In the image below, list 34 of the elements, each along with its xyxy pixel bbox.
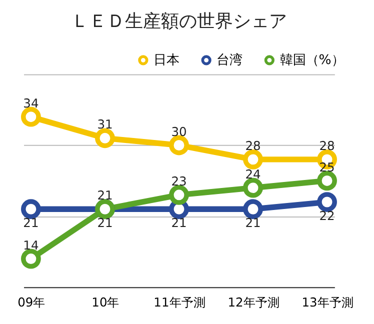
point [317,192,337,212]
data-label: 28 [245,139,261,154]
data-label: 30 [171,124,187,139]
point [169,135,189,156]
data-label: 14 [23,238,39,252]
point [21,106,41,127]
data-label: 21 [97,188,113,203]
point [169,184,189,205]
data-label: 21 [23,216,39,230]
legend-label: 台湾 [216,52,243,68]
point [21,248,41,269]
legend-label: 韓国（%） [280,52,344,68]
data-label: 23 [171,174,187,188]
chart-title: ＬＥＤ生産額の世界シェア [70,11,287,32]
x-tick-label: 10年 [92,295,120,310]
legend-label: 日本 [154,52,180,68]
data-label: 28 [319,139,335,154]
point [243,150,263,170]
data-label: 22 [319,208,335,223]
point [317,170,337,191]
data-label: 21 [97,216,113,230]
x-tick-label: 12年予測 [228,295,280,310]
point [95,128,115,148]
data-label: 21 [171,216,187,230]
point [243,178,263,198]
x-tick-label: 09年 [18,295,46,310]
data-label: 21 [245,216,261,230]
x-tick-label: 11年予測 [154,295,206,310]
data-label: 34 [23,96,39,110]
data-label: 31 [97,118,113,132]
point [21,199,41,220]
point [243,199,263,220]
data-label: 24 [245,167,262,182]
x-tick-label: 13年予測 [302,295,354,310]
